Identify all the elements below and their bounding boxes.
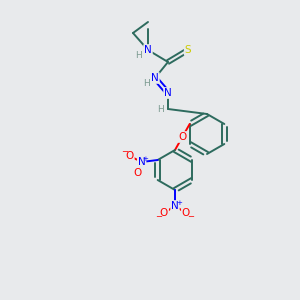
Text: −: − xyxy=(188,212,194,221)
Text: N: N xyxy=(138,157,146,167)
Text: −: − xyxy=(155,212,163,221)
Text: O: O xyxy=(134,168,142,178)
Text: O: O xyxy=(182,208,190,218)
Text: N: N xyxy=(164,88,172,98)
Text: N: N xyxy=(151,73,159,83)
Text: H: H xyxy=(136,50,142,59)
Text: S: S xyxy=(185,45,191,55)
Text: −: − xyxy=(121,148,128,157)
Text: O: O xyxy=(178,132,187,142)
Text: N: N xyxy=(144,45,152,55)
Text: N: N xyxy=(171,201,179,211)
Text: +: + xyxy=(176,200,182,206)
Text: O: O xyxy=(126,151,134,161)
Text: H: H xyxy=(142,79,149,88)
Text: +: + xyxy=(143,156,148,162)
Text: H: H xyxy=(157,106,164,115)
Text: O: O xyxy=(160,208,168,218)
